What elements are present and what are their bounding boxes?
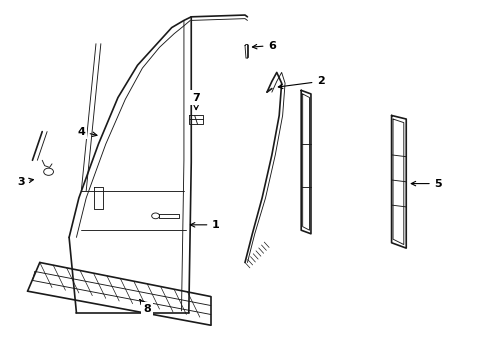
Text: 2: 2 <box>278 76 324 89</box>
Text: 4: 4 <box>77 127 97 136</box>
Text: 5: 5 <box>411 179 442 189</box>
Text: 3: 3 <box>18 177 33 187</box>
Text: 8: 8 <box>140 300 151 314</box>
Text: 7: 7 <box>192 93 200 110</box>
Text: 1: 1 <box>191 220 220 230</box>
Text: 6: 6 <box>252 41 276 50</box>
